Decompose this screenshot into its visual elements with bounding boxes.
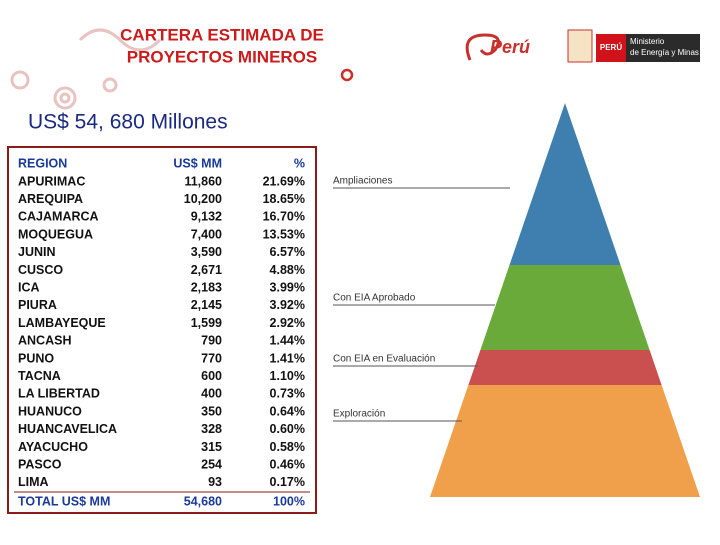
table-cell: 13.53% <box>263 227 305 241</box>
table-total: 54,680 <box>184 494 222 508</box>
table-cell: PUNO <box>18 351 54 365</box>
table-cell: 254 <box>201 457 222 471</box>
table-cell: 790 <box>201 334 222 348</box>
table-cell: 328 <box>201 422 222 436</box>
table-cell: 0.58% <box>270 440 305 454</box>
ministry-box <box>626 34 700 62</box>
table-frame <box>7 146 317 514</box>
pyramid-label: Ampliaciones <box>333 176 392 187</box>
table-cell: 6.57% <box>270 245 305 259</box>
table-cell: PASCO <box>18 457 62 471</box>
title: PROYECTOS MINEROS <box>127 47 318 66</box>
table-cell: 2,145 <box>191 298 222 312</box>
table-cell: 9,132 <box>191 210 222 224</box>
table-header: REGION <box>18 156 67 170</box>
crest <box>567 29 593 63</box>
table-cell: LAMBAYEQUE <box>18 316 106 330</box>
table-cell: JUNIN <box>18 245 56 259</box>
table-cell: MOQUEGUA <box>18 227 93 241</box>
pyramid-level <box>480 265 650 350</box>
table-cell: CUSCO <box>18 263 63 277</box>
table-cell: 18.65% <box>263 192 305 206</box>
table-cell: 1.44% <box>270 334 305 348</box>
table-cell: TACNA <box>18 369 61 383</box>
table-cell: 3.92% <box>270 298 305 312</box>
table: REGION US$ MM % APURIMAC 11,860 21.69% AREQUIP… <box>14 156 310 508</box>
pyramid-labels: Ampliaciones Con EIA Aprobado Con EIA en E… <box>333 176 435 420</box>
pyramid-label: Con EIA en Evaluación <box>333 354 435 365</box>
brand-text: Perú <box>490 37 530 57</box>
table-cell: 4.88% <box>270 263 305 277</box>
table-cell: HUANUCO <box>18 404 82 418</box>
table-cell: HUANCAVELICA <box>18 422 117 436</box>
ministry-text: de Energía y Minas <box>630 48 699 57</box>
table-cell: 11,860 <box>184 174 222 188</box>
table-cell: LIMA <box>18 475 49 489</box>
table-cell: APURIMAC <box>18 174 85 188</box>
table-cell: 2.92% <box>270 316 305 330</box>
table-total: 100% <box>273 494 305 508</box>
table-cell: AYACUCHO <box>18 440 88 454</box>
decoration <box>340 68 354 82</box>
table-cell: 770 <box>201 351 222 365</box>
table-cell: 3,590 <box>191 245 222 259</box>
table-header: % <box>294 156 305 170</box>
table-cell: 350 <box>201 404 222 418</box>
subtitle: US$ 54, 680 Millones <box>28 111 228 134</box>
table-cell: 3.99% <box>270 280 305 294</box>
brand-logo: Perú <box>465 33 530 61</box>
badge-text: PERÚ <box>600 43 622 52</box>
table-cell: 0.73% <box>270 387 305 401</box>
table-cell: AREQUIPA <box>18 192 83 206</box>
pyramid-label: Con EIA Aprobado <box>333 293 416 304</box>
table-cell: 400 <box>201 387 222 401</box>
table-cell: ICA <box>18 280 40 294</box>
table-header: US$ MM <box>173 156 222 170</box>
ministry-text: Ministerio <box>630 37 665 46</box>
table-cell: 0.46% <box>270 457 305 471</box>
table-cell: 600 <box>201 369 222 383</box>
pyramid-label: Exploración <box>333 409 385 420</box>
pyramid-level <box>468 350 662 385</box>
table-cell: LA LIBERTAD <box>18 387 100 401</box>
table-cell: 21.69% <box>263 174 305 188</box>
table-cell: CAJAMARCA <box>18 210 99 224</box>
table-cell: 7,400 <box>191 227 222 241</box>
pyramid-level <box>509 103 621 265</box>
table-cell: 10,200 <box>184 192 222 206</box>
leader-lines <box>333 187 510 422</box>
table-cell: 1.10% <box>270 369 305 383</box>
table-cell: 315 <box>201 440 222 454</box>
table-cell: 93 <box>208 475 222 489</box>
table-cell: 0.17% <box>270 475 305 489</box>
table-cell: 1.41% <box>270 351 305 365</box>
table-cell: 0.64% <box>270 404 305 418</box>
table-cell: 2,671 <box>191 263 222 277</box>
table-cell: ANCASH <box>18 334 71 348</box>
table-cell: PIURA <box>18 298 57 312</box>
table-cell: 0.60% <box>270 422 305 436</box>
pyramid-level <box>430 385 700 497</box>
badge <box>596 34 626 62</box>
table-cell: 2,183 <box>191 280 222 294</box>
table-total: TOTAL US$ MM <box>18 494 110 508</box>
table-cell: 16.70% <box>263 210 305 224</box>
title: CARTERA ESTIMADA DE <box>120 25 324 44</box>
table-cell: 1,599 <box>191 316 222 330</box>
decoration <box>10 28 162 110</box>
